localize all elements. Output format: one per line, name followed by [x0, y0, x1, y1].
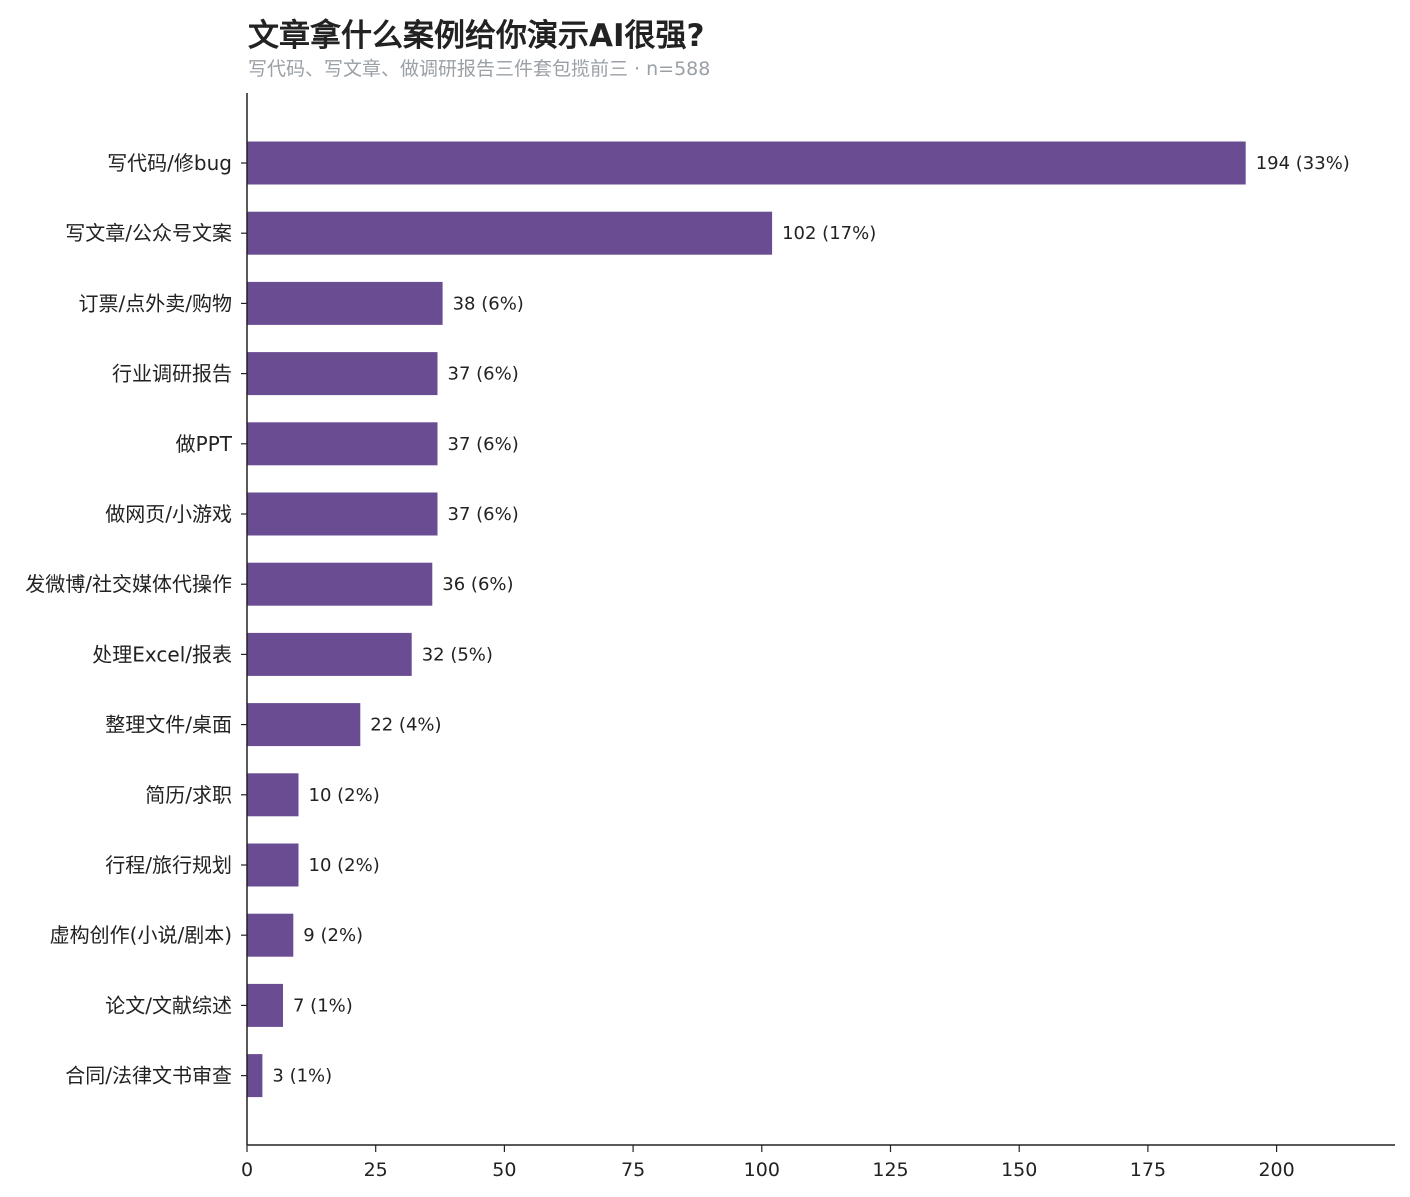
value-label-5: 37 (6%) [448, 504, 519, 525]
bar-1 [247, 211, 773, 255]
bar-8 [247, 703, 361, 747]
bar-9 [247, 773, 299, 817]
bar-0 [247, 141, 1246, 185]
x-tick-label-0: 0 [241, 1159, 253, 1181]
value-label-9: 10 (2%) [309, 785, 380, 806]
bar-3 [247, 352, 438, 396]
bars-layer [247, 141, 1246, 1098]
category-label-7: 处理Excel/报表 [92, 642, 232, 666]
axes-layer: 0 25 50 75 100 125 150 175 200 [241, 93, 1395, 1181]
bar-12 [247, 983, 283, 1027]
category-label-9: 简历/求职 [145, 783, 232, 807]
x-tick-label-5: 125 [872, 1159, 908, 1181]
bar-5 [247, 492, 438, 536]
category-label-10: 行程/旅行规划 [105, 853, 232, 877]
bar-6 [247, 562, 433, 606]
x-tick-label-3: 75 [621, 1159, 645, 1181]
category-label-1: 写文章/公众号文案 [65, 221, 232, 245]
x-tick-label-4: 100 [744, 1159, 780, 1181]
value-label-7: 32 (5%) [422, 644, 493, 665]
x-tick-label-6: 150 [1001, 1159, 1037, 1181]
value-label-6: 36 (6%) [442, 574, 513, 595]
x-tick-label-2: 50 [492, 1159, 516, 1181]
chart-subtitle: 写代码、写文章、做调研报告三件套包揽前三 · n=588 [248, 58, 711, 80]
bar-13 [247, 1054, 263, 1098]
x-tick-label-7: 175 [1130, 1159, 1166, 1181]
category-label-11: 虚构创作(小说/剧本) [50, 923, 232, 947]
value-label-13: 3 (1%) [272, 1066, 332, 1087]
category-label-4: 做PPT [176, 432, 233, 456]
category-label-0: 写代码/修bug [107, 151, 232, 175]
bar-2 [247, 281, 443, 325]
value-label-10: 10 (2%) [309, 855, 380, 876]
bar-11 [247, 913, 294, 957]
category-label-5: 做网页/小游戏 [105, 502, 232, 526]
value-label-12: 7 (1%) [293, 995, 353, 1016]
category-label-12: 论文/文献综述 [105, 993, 232, 1017]
x-tick-label-8: 200 [1258, 1159, 1294, 1181]
labels-layer: 写代码/修bug 194 (33%) 写文章/公众号文案 102 (17%) 订票/点外… [25, 151, 1350, 1088]
x-tick-label-1: 25 [364, 1159, 388, 1181]
chart-title: 文章拿什么案例给你演示AI很强? [248, 18, 705, 54]
bar-10 [247, 843, 299, 887]
category-label-6: 发微博/社交媒体代操作 [25, 572, 232, 596]
value-label-4: 37 (6%) [448, 434, 519, 455]
value-label-0: 194 (33%) [1256, 153, 1350, 174]
bar-4 [247, 422, 438, 466]
category-label-8: 整理文件/桌面 [105, 713, 232, 737]
value-label-8: 22 (4%) [370, 715, 441, 736]
bar-7 [247, 632, 412, 676]
category-label-2: 订票/点外卖/购物 [79, 291, 232, 315]
value-label-3: 37 (6%) [448, 364, 519, 385]
value-label-2: 38 (6%) [453, 293, 524, 314]
value-label-11: 9 (2%) [303, 925, 363, 946]
value-label-1: 102 (17%) [782, 223, 876, 244]
category-label-13: 合同/法律文书审查 [65, 1064, 232, 1088]
category-label-3: 行业调研报告 [112, 362, 232, 386]
